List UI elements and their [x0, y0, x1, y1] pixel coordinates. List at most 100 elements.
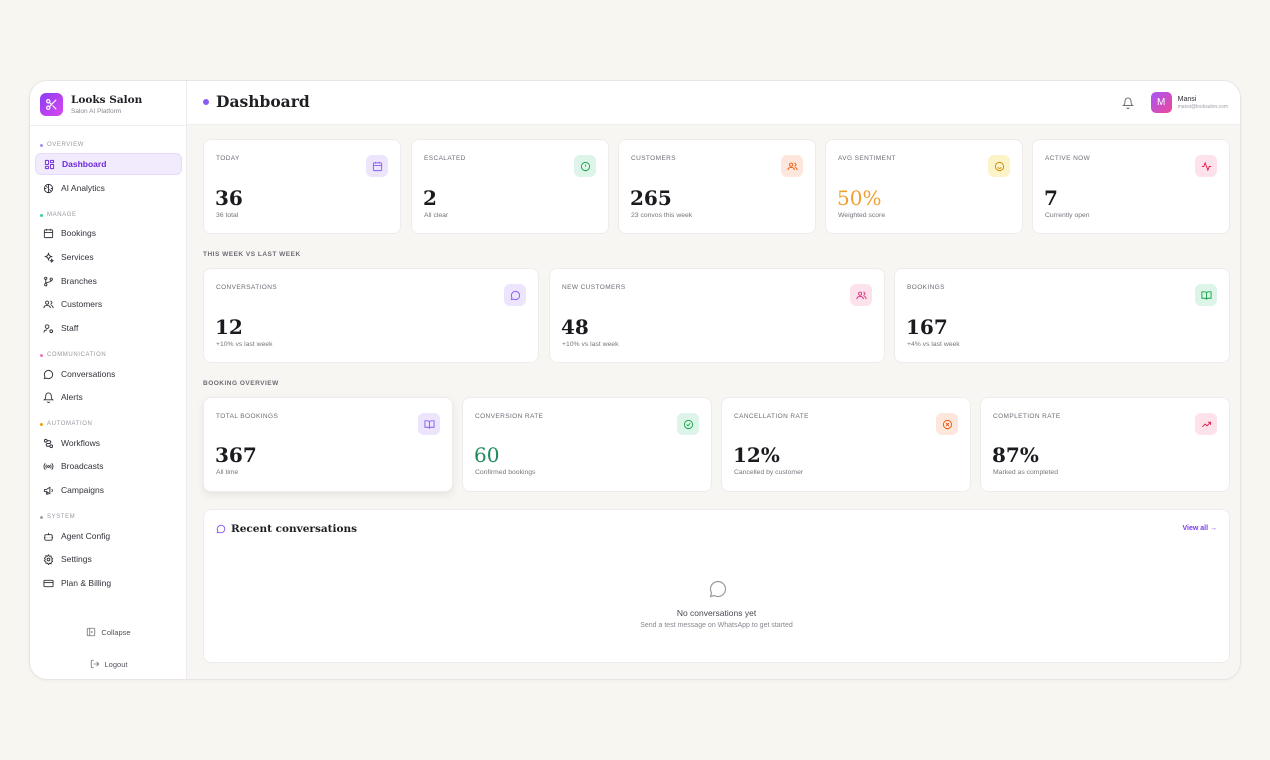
sidebar-item-staff[interactable]: Staff — [35, 317, 182, 339]
week-card-bookings[interactable]: BOOKINGS 167 +4% vs last week — [894, 268, 1230, 363]
empty-state-title: No conversations yet — [676, 608, 757, 618]
stat-sub: Weighted score — [838, 212, 886, 219]
stat-value: 367 — [215, 443, 257, 467]
stat-sub: +10% vs last week — [562, 341, 619, 348]
section-label-manage: MANAGE — [40, 212, 77, 218]
stat-icon-box — [574, 155, 596, 177]
collapse-button[interactable]: Collapse — [30, 627, 187, 637]
stat-icon-box — [504, 284, 526, 306]
stat-sub: Cancelled by customer — [734, 469, 804, 476]
bot-icon — [43, 532, 54, 541]
section-text: SYSTEM — [47, 514, 76, 520]
sidebar-item-label: Staff — [61, 323, 79, 333]
page-title-text: Dashboard — [216, 92, 310, 111]
sidebar-item-services[interactable]: Services — [35, 246, 182, 268]
section-text: OVERVIEW — [47, 142, 85, 148]
scissors-icon — [40, 93, 63, 116]
user-email: mansi@looksalon.com — [1177, 103, 1228, 110]
top-header: Dashboard M Mansi mansi@looksalon.com — [187, 81, 1240, 125]
sidebar-item-conversations[interactable]: Conversations — [35, 363, 182, 385]
alert-circle-icon — [580, 161, 590, 171]
sidebar-item-campaigns[interactable]: Campaigns — [35, 479, 182, 501]
stat-value: 7 — [1044, 186, 1058, 210]
recent-title-text: Recent conversations — [231, 523, 358, 535]
stat-card-avg-sentiment[interactable]: AVG SENTIMENT 50% Weighted score — [825, 139, 1023, 234]
stat-label: AVG SENTIMENT — [838, 155, 896, 162]
sidebar-item-settings[interactable]: Settings — [35, 548, 182, 570]
stat-card-escalated[interactable]: ESCALATED 2 All clear — [411, 139, 609, 234]
stat-label: CANCELLATION RATE — [734, 413, 809, 420]
stat-sub: +4% vs last week — [907, 341, 960, 348]
sidebar-item-plan-billing[interactable]: Plan & Billing — [35, 572, 182, 594]
brand-subtitle: Salon AI Platform — [71, 107, 122, 115]
user-name: Mansi — [1177, 95, 1197, 103]
sidebar-item-branches[interactable]: Branches — [35, 270, 182, 292]
check-circle-icon — [683, 419, 693, 429]
section-label-system: SYSTEM — [40, 514, 75, 520]
sidebar-item-customers[interactable]: Customers — [35, 293, 182, 315]
stat-value: 167 — [906, 315, 948, 339]
sidebar-item-dashboard[interactable]: Dashboard — [35, 153, 182, 175]
sidebar-item-broadcasts[interactable]: Broadcasts — [35, 455, 182, 477]
chat-icon — [510, 290, 520, 300]
logout-button[interactable]: Logout — [30, 659, 187, 669]
user-menu[interactable]: M Mansi mansi@looksalon.com — [1150, 92, 1228, 113]
notification-bell-icon[interactable] — [1122, 97, 1134, 109]
users-icon — [43, 300, 54, 308]
booking-card-total[interactable]: TOTAL BOOKINGS 367 All time — [203, 397, 453, 492]
sidebar-item-label: Workflows — [61, 438, 101, 448]
stat-icon-box — [366, 155, 388, 177]
empty-chat-icon — [709, 580, 727, 598]
sidebar-item-bookings[interactable]: Bookings — [35, 222, 182, 244]
stat-label: NEW CUSTOMERS — [562, 284, 626, 291]
section-label-overview: OVERVIEW — [40, 142, 84, 148]
stat-label: BOOKINGS — [907, 284, 945, 291]
sidebar: Looks Salon Salon AI Platform OVERVIEW M… — [30, 81, 187, 679]
stat-sub: 23 convos this week — [631, 212, 693, 219]
stat-label: CONVERSION RATE — [475, 413, 544, 420]
sidebar-item-label: AI Analytics — [61, 183, 105, 193]
sidebar-item-label: Agent Config — [61, 531, 111, 541]
section-dot — [40, 515, 43, 519]
stat-label: CUSTOMERS — [631, 155, 677, 162]
trending-up-icon — [1201, 421, 1211, 427]
section-text: AUTOMATION — [47, 421, 93, 427]
week-card-new-customers[interactable]: NEW CUSTOMERS 48 +10% vs last week — [549, 268, 885, 363]
section-text: COMMUNICATION — [47, 352, 107, 358]
book-open-icon — [1200, 290, 1212, 300]
users-icon — [786, 162, 798, 170]
sidebar-item-label: Campaigns — [61, 485, 104, 495]
booking-card-cancellation[interactable]: CANCELLATION RATE 12% Cancelled by custo… — [721, 397, 971, 492]
stat-icon-box — [418, 413, 440, 435]
book-open-icon — [423, 419, 435, 429]
section-label-communication: COMMUNICATION — [40, 352, 106, 358]
sidebar-item-label: Broadcasts — [61, 461, 104, 471]
brain-icon — [43, 183, 54, 193]
view-all-link[interactable]: View all → — [1182, 525, 1218, 532]
stat-card-today[interactable]: TODAY 36 36 total — [203, 139, 401, 234]
sidebar-item-label: Branches — [61, 276, 97, 286]
brand[interactable]: Looks Salon Salon AI Platform — [40, 93, 142, 116]
sidebar-item-label: Settings — [61, 554, 92, 564]
sidebar-item-agent-config[interactable]: Agent Config — [35, 525, 182, 547]
sidebar-item-label: Bookings — [61, 228, 96, 238]
stat-sub: +10% vs last week — [216, 341, 273, 348]
stat-value: 12 — [215, 315, 243, 339]
gear-icon — [43, 553, 54, 565]
sidebar-item-label: Plan & Billing — [61, 578, 112, 588]
stat-value: 48 — [561, 315, 589, 339]
section-text: MANAGE — [47, 212, 77, 218]
stat-card-active-now[interactable]: ACTIVE NOW 7 Currently open — [1032, 139, 1230, 234]
x-circle-icon — [942, 419, 952, 429]
sidebar-item-ai-analytics[interactable]: AI Analytics — [35, 177, 182, 199]
sidebar-item-alerts[interactable]: Alerts — [35, 386, 182, 408]
stat-sub: Currently open — [1045, 212, 1090, 219]
stat-card-customers[interactable]: CUSTOMERS 265 23 convos this week — [618, 139, 816, 234]
booking-card-completion[interactable]: COMPLETION RATE 87% Marked as completed — [980, 397, 1230, 492]
week-card-conversations[interactable]: CONVERSATIONS 12 +10% vs last week — [203, 268, 539, 363]
recent-conversations-panel: Recent conversations View all → No conve… — [203, 509, 1230, 663]
activity-icon — [1201, 161, 1211, 171]
sidebar-item-workflows[interactable]: Workflows — [35, 432, 182, 454]
booking-card-conversion[interactable]: CONVERSION RATE 60 Confirmed bookings — [462, 397, 712, 492]
section-heading-booking: BOOKING OVERVIEW — [203, 380, 279, 387]
